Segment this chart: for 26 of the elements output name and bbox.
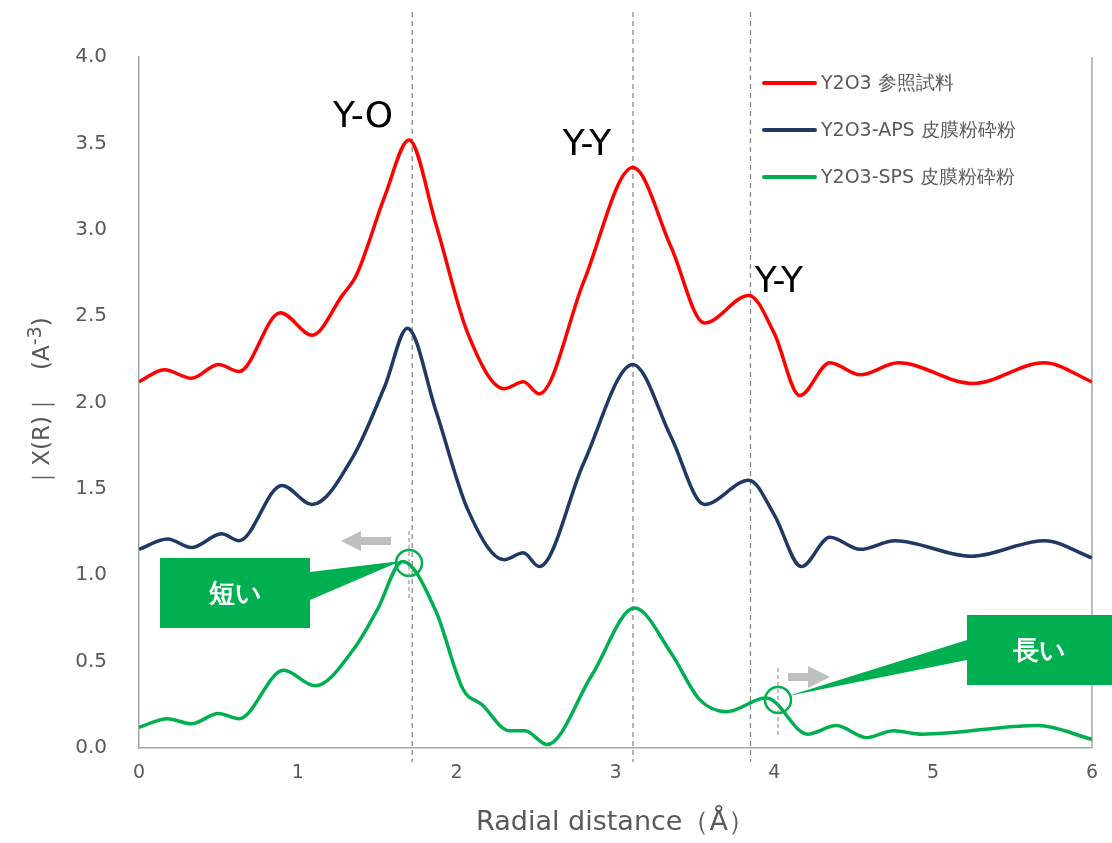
annotation: 長い (1013, 633, 1066, 667)
x-tick-label: 3 (609, 760, 622, 783)
line-series (139, 326, 1092, 569)
y-tick-label: 1.0 (75, 561, 107, 586)
annotation: Y-Y (562, 121, 612, 163)
annotation: 短い (208, 576, 262, 610)
x-tick-label: 6 (1085, 760, 1098, 783)
x-tick-label: 5 (927, 760, 940, 783)
legend-label: Y2O3-SPS 皮膜粉砕粉 (820, 163, 1016, 189)
legend-label: Y2O3-APS 皮膜粉砕粉 (820, 116, 1016, 142)
annotation: Y-O (332, 93, 394, 135)
y-tick-label: 3.5 (75, 129, 107, 154)
y-tick-label: 3.0 (75, 215, 107, 240)
x-tick-label: 1 (291, 760, 304, 783)
x-tick-label: 0 (132, 760, 146, 783)
annotation: Y-Y (754, 258, 804, 300)
y-tick-label: 0.5 (75, 647, 107, 672)
y-tick-label: 1.5 (75, 475, 107, 500)
y-tick-label: 2.5 (75, 302, 107, 327)
y-tick-label: 2.0 (75, 388, 107, 413)
x-axis-title: Radial distance（Å） (476, 804, 755, 836)
x-tick-label: 2 (450, 760, 463, 783)
y-tick-label: 0.0 (75, 734, 107, 759)
y-tick-label: 4.0 (75, 43, 107, 68)
x-tick-label: 4 (768, 760, 781, 783)
legend-label: Y2O3 参照試料 (820, 69, 954, 95)
